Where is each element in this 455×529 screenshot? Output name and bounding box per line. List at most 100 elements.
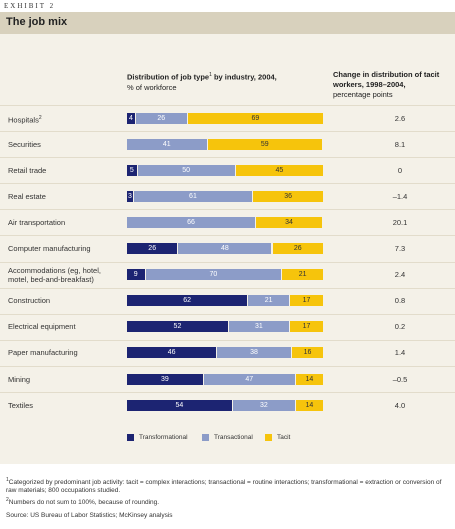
bar-segment: 48 bbox=[178, 243, 272, 254]
row-separator bbox=[0, 287, 455, 289]
row-separator bbox=[0, 365, 455, 367]
bar-header: Distribution of job type1 by industry, 2… bbox=[127, 70, 327, 93]
change-header: Change in distribution of tacit workers,… bbox=[333, 70, 451, 100]
row-separator bbox=[0, 235, 455, 237]
footnote-mark: 2 bbox=[6, 497, 9, 503]
footnote-mark: 1 bbox=[6, 477, 9, 483]
bar-segment: 4 bbox=[127, 112, 135, 124]
change-value: 1.4 bbox=[394, 348, 406, 358]
row-separator bbox=[0, 392, 455, 394]
footnote-text: Categorized by predominant job activity:… bbox=[6, 479, 442, 495]
footnote: 2Numbers do not sum to 100%, because of … bbox=[6, 496, 451, 507]
row-separator bbox=[0, 105, 455, 106]
bar-segment: 41 bbox=[127, 138, 207, 150]
bar-segment: 5 bbox=[127, 164, 137, 176]
change-value: 4.0 bbox=[394, 400, 406, 410]
category-text: Electrical equipment bbox=[8, 322, 76, 332]
bar-segment: 69 bbox=[187, 112, 323, 124]
bar-segment: 26 bbox=[272, 243, 323, 254]
bar-segment: 3 bbox=[127, 190, 133, 202]
change-header-unit: percentage points bbox=[333, 90, 393, 99]
row-separator bbox=[0, 157, 455, 159]
change-value: 7.3 bbox=[394, 244, 406, 253]
bar-segment: 62 bbox=[127, 295, 248, 307]
bar-segment: 59 bbox=[207, 138, 322, 150]
category-text: Real estate bbox=[8, 191, 46, 201]
footnote-mark: 1 bbox=[209, 72, 212, 78]
bar-segment: 38 bbox=[217, 347, 291, 359]
bar-segment: 54 bbox=[127, 399, 232, 411]
bar-segment: 46 bbox=[127, 347, 217, 359]
row-separator bbox=[0, 183, 455, 185]
legend-label: Tacit bbox=[277, 434, 291, 441]
footnote-text: Numbers do not sum to 100%, because of r… bbox=[8, 499, 160, 507]
row-separator bbox=[0, 131, 455, 132]
change-value: 2.4 bbox=[394, 270, 406, 280]
source: Source: US Bureau of Labor Statistics; M… bbox=[6, 512, 173, 519]
bar-segment: 31 bbox=[228, 321, 289, 333]
change-value: –1.4 bbox=[392, 191, 408, 201]
category-label: Construction bbox=[8, 296, 120, 305]
category-label: Accommodations (eg, hotel, motel, bed-an… bbox=[8, 266, 120, 284]
footnote-mark: 2 bbox=[38, 114, 42, 121]
title-bar bbox=[0, 12, 455, 34]
category-label: Mining bbox=[8, 375, 120, 384]
bar-segment: 45 bbox=[235, 164, 323, 176]
change-value: 0 bbox=[397, 165, 403, 175]
category-text: Air transportation bbox=[8, 217, 66, 227]
bar-segment: 47 bbox=[203, 373, 295, 385]
change-value: 20.1 bbox=[392, 217, 408, 227]
chart-title: The job mix bbox=[6, 16, 68, 28]
category-text: Construction bbox=[8, 296, 51, 306]
row-separator bbox=[0, 209, 455, 211]
bar-segment: 26 bbox=[135, 112, 187, 124]
bar-header-text: Distribution of job type bbox=[127, 72, 210, 82]
bar-segment: 70 bbox=[145, 269, 282, 281]
bar-segment: 14 bbox=[295, 399, 323, 411]
row-separator bbox=[0, 313, 455, 315]
bar-segment: 14 bbox=[295, 373, 323, 385]
bar-segment: 61 bbox=[133, 190, 253, 202]
exhibit-label: EXHIBIT 2 bbox=[4, 2, 56, 10]
category-text: Securities bbox=[8, 139, 41, 149]
bar-segment: 36 bbox=[253, 190, 323, 202]
category-text: Textiles bbox=[8, 400, 34, 410]
change-value: 2.6 bbox=[394, 113, 406, 123]
bar-segment: 26 bbox=[127, 243, 178, 254]
bar-segment: 34 bbox=[256, 216, 322, 228]
bar-segment: 52 bbox=[127, 321, 228, 333]
category-label: Electrical equipment bbox=[8, 322, 120, 331]
category-label: Computer manufacturing bbox=[8, 244, 120, 253]
category-text: Hospitals bbox=[8, 115, 39, 124]
category-label: Textiles bbox=[8, 401, 120, 410]
bar-segment: 9 bbox=[127, 269, 145, 281]
bar-segment: 17 bbox=[290, 321, 323, 333]
change-header-text: Change in distribution of tacit workers,… bbox=[333, 70, 440, 89]
row-separator bbox=[0, 339, 455, 341]
bar-segment: 21 bbox=[248, 295, 289, 307]
bar-segment: 66 bbox=[127, 216, 255, 228]
category-label: Retail trade bbox=[8, 166, 120, 175]
category-label: Paper manufacturing bbox=[8, 348, 120, 357]
footnote: 1Categorized by predominant job activity… bbox=[6, 476, 451, 495]
bar-segment: 17 bbox=[290, 295, 323, 307]
bar-header-text: by industry, 2004, bbox=[211, 72, 277, 82]
legend-swatch bbox=[202, 434, 209, 441]
legend-swatch bbox=[265, 434, 272, 441]
category-text: Paper manufacturing bbox=[8, 348, 78, 358]
bar-segment: 50 bbox=[137, 164, 235, 176]
legend-swatch bbox=[127, 434, 134, 441]
bar-segment: 21 bbox=[282, 269, 323, 281]
change-value: 0.8 bbox=[394, 296, 406, 306]
category-text: Mining bbox=[8, 374, 31, 384]
category-label: Securities bbox=[8, 140, 120, 149]
category-text: Retail trade bbox=[8, 165, 47, 175]
category-text: Accommodations (eg, hotel, motel, bed-an… bbox=[8, 265, 101, 284]
category-label: Air transportation bbox=[8, 218, 120, 227]
category-text: Computer manufacturing bbox=[8, 244, 91, 253]
bar-header-unit: % of workforce bbox=[127, 82, 177, 92]
row-separator bbox=[0, 261, 455, 263]
legend-label: Transformational bbox=[139, 434, 188, 441]
legend-label: Transactional bbox=[214, 434, 253, 441]
